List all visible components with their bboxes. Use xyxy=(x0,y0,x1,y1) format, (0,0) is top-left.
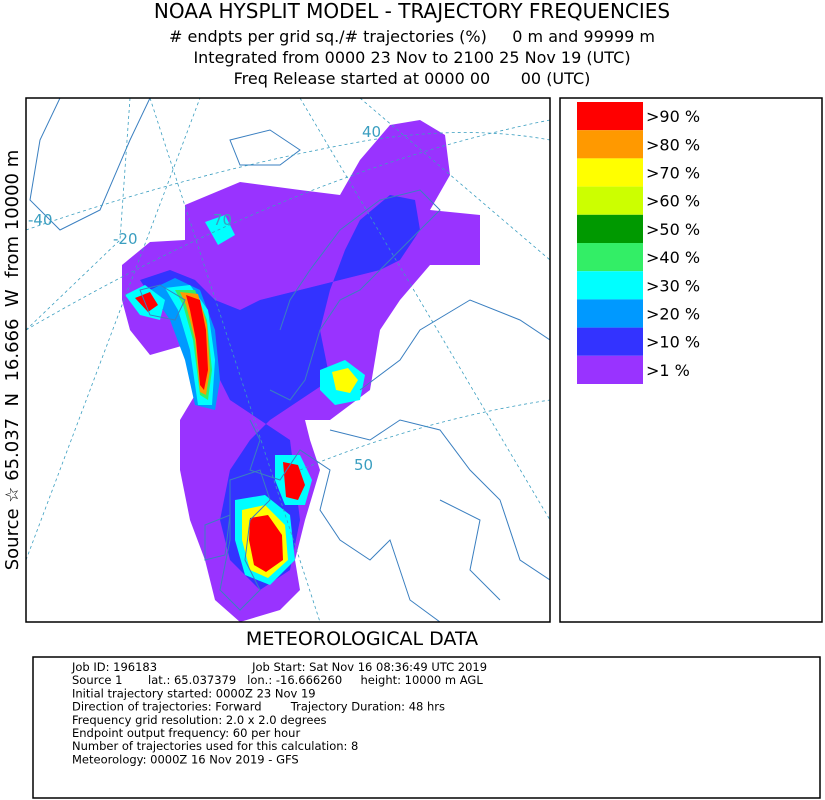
subtitle: # endpts per grid sq./# trajectories (%)… xyxy=(169,27,655,46)
legend-label: >60 % xyxy=(646,192,700,211)
legend-label: >40 % xyxy=(646,248,700,267)
graticule-label: -40 xyxy=(28,211,53,229)
info-line: Source 1 lat.: 65.037379 lon.: -16.66626… xyxy=(72,673,483,687)
legend: >90 % >80 % >70 % >60 % >50 % >40 % >30 % >20 %… xyxy=(577,102,700,384)
info-box xyxy=(32,656,821,799)
legend-swatch xyxy=(577,299,643,328)
graticule-label: 70 xyxy=(213,211,232,229)
legend-swatch xyxy=(577,158,643,187)
title: NOAA HYSPLIT MODEL - TRAJECTORY FREQUENC… xyxy=(154,0,670,23)
legend-swatch xyxy=(577,102,643,131)
info-line: Direction of trajectories: Forward Traje… xyxy=(72,700,445,714)
info-line: Number of trajectories used for this cal… xyxy=(72,739,358,753)
subtitle: Integrated from 0000 23 Nov to 2100 25 N… xyxy=(193,48,630,67)
map-labels: 40 -40 -20 70 50 xyxy=(28,123,381,474)
legend-swatch xyxy=(577,130,643,159)
legend-label: >50 % xyxy=(646,220,700,239)
info-line: Endpoint output frequency: 60 per hour xyxy=(72,726,300,740)
graticule-label: 50 xyxy=(354,456,373,474)
info-line: Frequency grid resolution: 2.0 x 2.0 deg… xyxy=(72,713,327,727)
info-line: Job ID: 196183 Job Start: Sat Nov 16 08:… xyxy=(71,660,487,674)
info-lines: Job ID: 196183 Job Start: Sat Nov 16 08:… xyxy=(71,660,487,766)
footer-title: METEOROLOGICAL DATA xyxy=(246,628,478,650)
legend-label: >70 % xyxy=(646,164,700,183)
legend-label: >20 % xyxy=(646,305,700,324)
map-frame xyxy=(25,97,551,623)
legend-label: >30 % xyxy=(646,276,700,295)
map: 40 -40 -20 70 50 xyxy=(25,97,551,623)
legend-swatch xyxy=(577,355,643,384)
graticule-label: -20 xyxy=(113,230,138,248)
legend-label: >10 % xyxy=(646,333,700,352)
source-label: Source ☆ 65.037 N 16.666 W from 10000 m xyxy=(2,150,23,571)
legend-label: >90 % xyxy=(646,107,700,126)
legend-swatch xyxy=(577,271,643,300)
info-line: Initial trajectory started: 0000Z 23 Nov… xyxy=(72,686,316,700)
legend-label: >80 % xyxy=(646,135,700,154)
legend-swatch xyxy=(577,214,643,243)
legend-frame xyxy=(559,97,823,623)
graticule-label: 40 xyxy=(362,123,381,141)
legend-swatch xyxy=(577,327,643,356)
subtitle: Freq Release started at 0000 00 00 (UTC) xyxy=(234,69,591,88)
info-line: Meteorology: 0000Z 16 Nov 2019 - GFS xyxy=(72,752,299,766)
legend-swatch xyxy=(577,243,643,272)
legend-label: >1 % xyxy=(646,361,690,380)
legend-swatch xyxy=(577,186,643,215)
